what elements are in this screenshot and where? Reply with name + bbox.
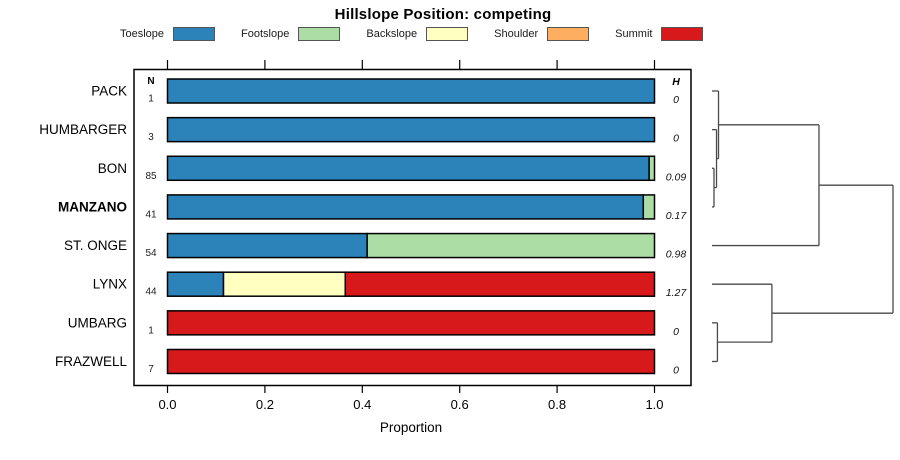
legend-entry-toeslope: Toeslope [120,27,216,41]
dendrogram-link-m3 [712,90,720,160]
legend-label: Footslope [241,28,290,40]
plot-box [133,68,692,387]
n-value: 3 [148,132,154,143]
bar-segment-toeslope [166,194,645,220]
legend-entry-backslope: Backslope [366,27,469,41]
h-value: 0 [673,326,679,338]
x-axis-title: Proportion [380,420,442,435]
bar-segment-footslope [366,232,656,259]
bar-segment-toeslope [166,78,656,104]
h-value: 0 [673,94,679,106]
n-value: 54 [145,248,157,259]
legend-swatch-summit [661,27,704,41]
legend-swatch-footslope [298,27,341,41]
legend-label: Shoulder [494,28,539,40]
row-label-pack: PACK [91,84,127,99]
n-value: 85 [145,171,157,182]
n-value: 7 [148,364,154,375]
n-value: 41 [145,209,157,220]
bar-segment-summit [166,348,656,375]
row-label-st-onge: ST. ONGE [64,238,127,253]
bar-segment-toeslope [166,232,368,259]
bar-segment-toeslope [166,271,225,297]
h-value: 0 [673,364,679,376]
bar-segment-summit [344,271,656,297]
legend-entry-shoulder: Shoulder [494,27,590,41]
h-value: 0.17 [666,210,688,222]
legend-swatch-toeslope [173,27,216,41]
x-tick-label: 1.0 [645,397,663,412]
x-tick-label: 0.6 [451,397,469,412]
dendrogram-link-m4 [712,124,820,247]
x-tick-label: 0.8 [548,397,566,412]
dendrogram-link-m1 [712,167,715,208]
bar-segment-toeslope [166,155,650,182]
bar-segment-backslope [222,271,347,297]
bar-segment-footslope [648,155,656,182]
n-value: 44 [145,287,157,298]
x-tick-label: 0.4 [353,397,371,412]
n-value: 1 [148,94,154,105]
bar-segment-footslope [642,194,656,220]
legend-label: Toeslope [120,28,165,40]
legend-label: Summit [615,28,653,40]
dendrogram-link-m5 [712,322,719,363]
row-label-umbarg: UMBARG [68,315,127,330]
legend-label: Backslope [366,28,418,40]
row-label-lynx: LYNX [93,277,127,292]
legend: Toeslope Footslope Backslope Shoulder Summit [120,27,704,41]
chart-title: Hillslope Position: competing [334,6,552,23]
x-tick-label: 0.2 [256,397,274,412]
h-value: 0 [673,133,679,145]
row-label-frazwell: FRAZWELL [55,354,128,369]
x-tick-label: 0.0 [158,397,176,412]
row-label-humbarger: HUMBARGER [39,122,127,137]
legend-swatch-backslope [426,27,469,41]
dendrogram-link-m6 [712,283,773,343]
legend-swatch-shoulder [547,27,590,41]
legend-entry-summit: Summit [615,27,704,41]
h-value: 0.09 [666,171,687,183]
h-column-header: H [672,76,680,88]
dendrogram-link-m7 [771,184,894,314]
n-column-header: N [147,76,154,87]
bar-segment-summit [166,310,656,336]
n-value: 1 [148,325,154,336]
legend-entry-footslope: Footslope [241,27,341,41]
h-value: 1.27 [666,287,688,299]
row-label-manzano: MANZANO [58,199,127,214]
h-value: 0.98 [666,249,687,261]
bar-segment-toeslope [166,116,656,143]
row-label-bon: BON [98,161,127,176]
